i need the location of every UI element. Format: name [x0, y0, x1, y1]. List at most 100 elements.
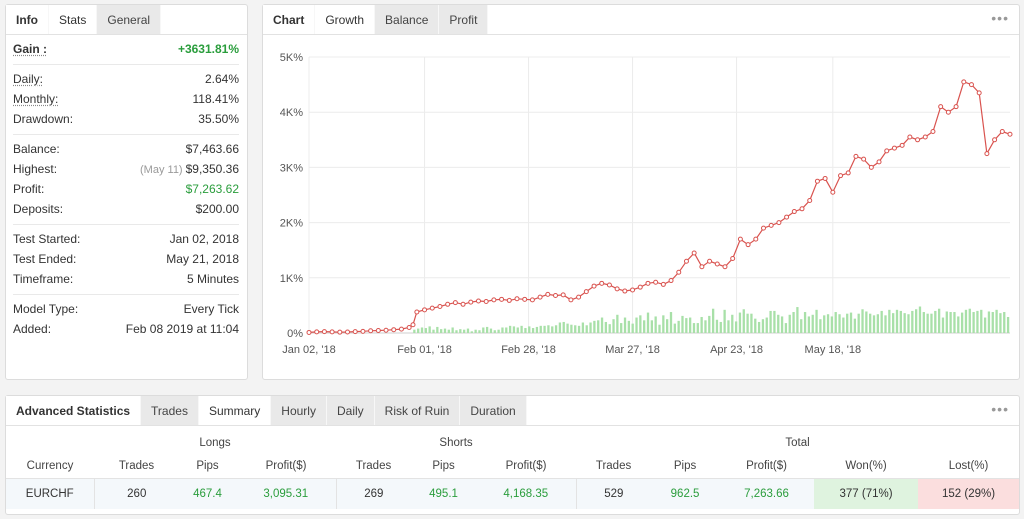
- empty-cell: [6, 426, 94, 454]
- tab-general[interactable]: General: [97, 5, 162, 34]
- data-point: [776, 220, 782, 226]
- col-short-pips: Pips: [432, 459, 455, 472]
- tab-stats[interactable]: Stats: [49, 5, 98, 34]
- data-point: [868, 164, 874, 170]
- cell-total-pips: 962.5: [651, 477, 720, 509]
- balance-value: $7,463.66: [185, 142, 239, 156]
- cell-short-profit: 4,168.35: [476, 477, 577, 509]
- stats-panel: Info Stats General Gain : +3631.81% Dail…: [5, 4, 248, 380]
- volume-bar: [520, 325, 523, 333]
- highest-value: $9,350.36: [185, 162, 239, 176]
- col-won: Won(%): [845, 459, 887, 472]
- volume-bar: [600, 317, 604, 333]
- volume-bar: [658, 324, 661, 333]
- drawdown-label: Drawdown:: [13, 112, 74, 126]
- tab-hourly[interactable]: Hourly: [271, 396, 327, 425]
- data-point: [714, 261, 720, 267]
- data-point: [1007, 131, 1013, 137]
- volume-bar: [734, 321, 738, 333]
- volume-bar: [432, 329, 435, 333]
- volume-bar: [949, 312, 952, 333]
- daily-label[interactable]: Daily:: [13, 72, 44, 86]
- group-header-row: Longs Shorts Total: [6, 426, 1019, 454]
- volume-bar: [436, 326, 439, 333]
- col-total-trades: Trades: [595, 459, 632, 472]
- volume-bar: [796, 307, 799, 333]
- volume-bar: [754, 318, 757, 333]
- data-point: [499, 296, 505, 302]
- col-total-pips: Pips: [673, 459, 697, 472]
- tab-summary[interactable]: Summary: [198, 396, 272, 425]
- gain-row: Gain : +3631.81%: [13, 39, 239, 59]
- volume-bar: [620, 323, 623, 333]
- tab-risk-of-ruin[interactable]: Risk of Ruin: [374, 396, 461, 425]
- x-tick-label: Jan 02, '18: [282, 344, 335, 356]
- volume-bar: [505, 327, 508, 333]
- tab-profit[interactable]: Profit: [439, 5, 489, 34]
- data-point: [452, 300, 458, 306]
- x-tick-label: May 18, '18: [805, 344, 862, 356]
- more-options-icon[interactable]: •••: [991, 10, 1009, 26]
- gain-label[interactable]: Gain :: [13, 42, 48, 56]
- volume-bar: [677, 320, 680, 333]
- tab-duration[interactable]: Duration: [460, 396, 527, 425]
- volume-bar: [700, 316, 703, 333]
- volume-bar: [654, 316, 657, 333]
- tab-info[interactable]: Info: [6, 5, 49, 34]
- cell-currency: EURCHF: [6, 477, 94, 509]
- data-point: [876, 159, 882, 165]
- highest-row: Highest: (May 11) $9,350.36: [13, 159, 239, 179]
- tab-balance[interactable]: Balance: [375, 5, 440, 34]
- data-point: [784, 214, 790, 220]
- data-point: [884, 148, 890, 154]
- cell-total-trades: 529: [575, 477, 652, 509]
- data-point: [529, 297, 535, 303]
- data-point: [630, 287, 636, 293]
- data-point: [375, 328, 381, 334]
- data-point: [437, 304, 443, 310]
- data-point: [360, 328, 366, 334]
- data-point: [410, 322, 416, 328]
- data-point: [545, 291, 551, 297]
- data-point: [807, 198, 813, 204]
- volume-bar: [888, 309, 891, 333]
- tab-daily[interactable]: Daily: [326, 396, 375, 425]
- data-point: [606, 282, 612, 288]
- data-point: [984, 151, 990, 157]
- data-point: [753, 236, 759, 242]
- y-tick-label: 1K%: [280, 273, 303, 285]
- volume-bar: [945, 311, 948, 333]
- data-point: [668, 278, 674, 284]
- data-point: [329, 329, 335, 335]
- data-point: [553, 292, 559, 298]
- deposits-value: $200.00: [195, 202, 239, 216]
- tab-chart[interactable]: Chart: [263, 5, 316, 34]
- tab-growth[interactable]: Growth: [315, 5, 376, 34]
- drawdown-value: 35.50%: [198, 112, 239, 126]
- tab-advanced-statistics[interactable]: Advanced Statistics: [6, 396, 142, 425]
- x-tick-label: Apr 23, '18: [710, 344, 763, 356]
- more-options-icon[interactable]: •••: [991, 401, 1009, 417]
- data-point: [483, 299, 489, 305]
- volume-bar: [1003, 312, 1006, 333]
- data-point: [814, 178, 820, 184]
- volume-bar: [727, 320, 730, 333]
- volume-bar: [869, 313, 872, 333]
- data-point: [514, 296, 520, 302]
- data-point: [622, 288, 628, 294]
- x-tick-label: Feb 01, '18: [397, 344, 452, 356]
- volume-bar: [842, 317, 845, 333]
- x-tick-label: Mar 27, '18: [605, 344, 660, 356]
- cell-short-trades: 269: [335, 477, 412, 509]
- volume-bar: [811, 314, 814, 333]
- volume-bar: [999, 313, 1002, 333]
- tab-trades[interactable]: Trades: [141, 396, 199, 425]
- volume-bar: [715, 319, 719, 333]
- monthly-label[interactable]: Monthly:: [13, 92, 59, 106]
- data-point: [345, 329, 351, 335]
- growth-chart[interactable]: 0% 1K% 2K% 3K% 4K% 5K% Jan 02, '18 Feb 01, '18 F…: [263, 35, 1019, 379]
- data-point: [853, 153, 859, 159]
- y-tick-label: 3K%: [280, 162, 303, 174]
- y-tick-label: 0%: [287, 328, 303, 340]
- volume-bar: [937, 308, 941, 333]
